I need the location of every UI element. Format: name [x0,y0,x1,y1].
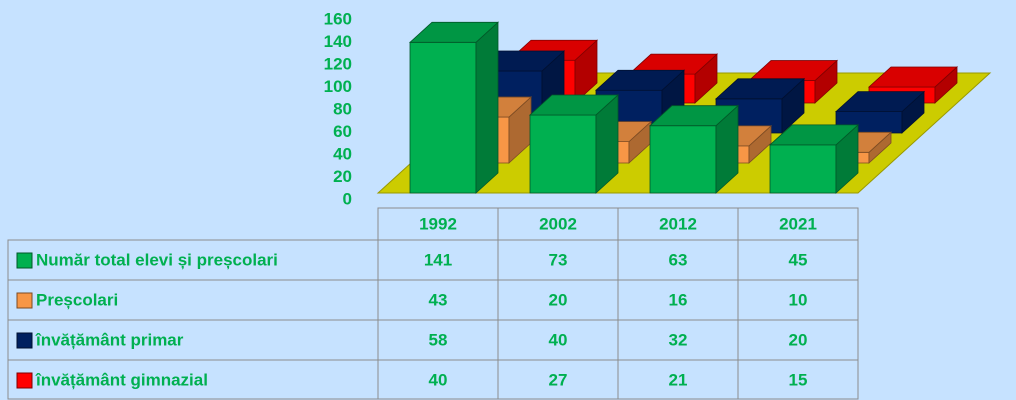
table-value: 43 [429,290,448,309]
table-value: 27 [549,370,568,389]
bar-front [529,114,597,194]
bar-top [867,66,959,88]
legend-label: Preșcolari [36,290,118,309]
table-value: 58 [429,330,448,349]
legend-swatch [16,292,33,309]
table-value: 21 [669,370,688,389]
x-tick-label: 2021 [779,214,817,233]
y-tick-label: 40 [333,144,352,163]
table-value: 141 [424,250,452,269]
x-tick-label: 2002 [539,214,577,233]
legend-label: învățământ primar [35,330,184,349]
table-value: 40 [549,330,568,349]
y-tick-label: 60 [333,122,352,141]
table-value: 73 [549,250,568,269]
table-value: 10 [789,290,808,309]
y-tick-label: 80 [333,99,352,118]
legend-swatch [16,252,33,269]
bar [648,104,740,194]
y-tick-label: 120 [324,54,352,73]
bar-side [475,21,499,194]
bar-top [408,21,500,43]
bar-front [409,41,477,194]
bar [408,21,500,194]
bar-front [769,144,837,194]
x-tick-label: 2012 [659,214,697,233]
bar-top [834,91,926,113]
bar-top [594,69,686,91]
bar [528,94,620,194]
y-tick-label: 0 [343,189,352,208]
table-value: 20 [549,290,568,309]
y-tick-label: 100 [324,77,352,96]
y-tick-label: 160 [324,9,352,28]
bar-top [714,78,806,100]
legend-label: învățământ gimnazial [35,370,208,389]
y-tick-label: 140 [324,32,352,51]
bar-top [528,94,620,116]
table-value: 20 [789,330,808,349]
table-value: 63 [669,250,688,269]
table-value: 16 [669,290,688,309]
legend-swatch [16,372,33,389]
table-value: 45 [789,250,808,269]
bar-front [649,125,717,194]
table-value: 15 [789,370,808,389]
legend-swatch [16,332,33,349]
bar-top [648,105,740,127]
table-value: 40 [429,370,448,389]
bar [768,124,860,194]
x-tick-label: 1992 [419,214,457,233]
y-tick-label: 20 [333,167,352,186]
legend-label: Număr total elevi și preșcolari [36,250,278,269]
bar-top [768,124,860,146]
table-value: 32 [669,330,688,349]
